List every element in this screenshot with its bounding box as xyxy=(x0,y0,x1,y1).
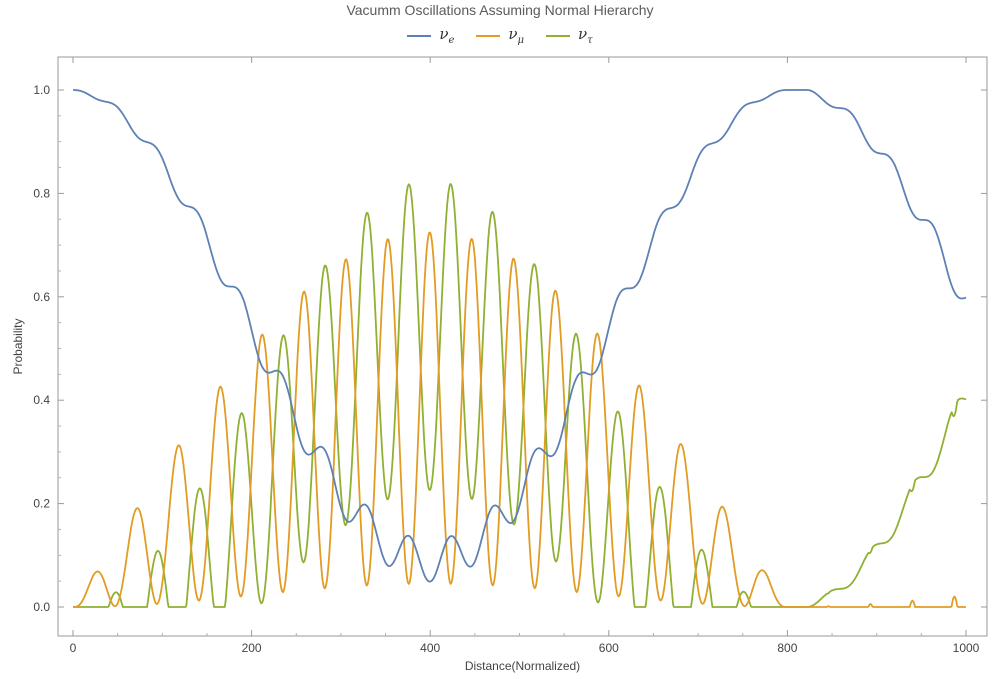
x-tick-label: 800 xyxy=(777,641,797,655)
legend-item-nu-tau[interactable]: ντ xyxy=(546,25,593,46)
legend-item-nu-e[interactable]: νe xyxy=(407,25,454,46)
series-line-nu-tau xyxy=(73,183,967,608)
x-tick-label: 600 xyxy=(599,641,619,655)
x-tick-label: 0 xyxy=(70,641,77,655)
series-line-nu-mu xyxy=(73,231,966,608)
y-tick-label: 0.0 xyxy=(33,600,50,614)
x-tick-label: 400 xyxy=(420,641,440,655)
legend-label-nu-mu: νμ xyxy=(508,25,524,46)
legend-swatch-nu-tau xyxy=(546,34,570,37)
legend-label-nu-tau: ντ xyxy=(578,25,593,46)
y-axis-label: Probability xyxy=(11,318,25,374)
x-tick-label: 200 xyxy=(242,641,262,655)
legend-label-nu-e: νe xyxy=(439,25,455,46)
y-tick-label: 0.2 xyxy=(33,497,50,511)
series-line-nu-e xyxy=(73,89,967,583)
y-tick-label: 0.4 xyxy=(33,393,50,407)
legend-item-nu-mu[interactable]: νμ xyxy=(476,25,524,46)
y-tick-label: 0.8 xyxy=(33,186,50,200)
legend-swatch-nu-mu xyxy=(476,34,501,37)
x-axis-label: Distance(Normalized) xyxy=(465,659,580,673)
y-tick-label: 1.0 xyxy=(33,83,50,97)
x-tick-label: 1000 xyxy=(953,641,980,655)
legend: νe νμ ντ xyxy=(0,25,1000,46)
chart-title: Vacumm Oscillations Assuming Normal Hier… xyxy=(346,2,654,18)
plot-frame xyxy=(57,56,988,637)
legend-swatch-nu-e xyxy=(407,34,432,37)
y-tick-label: 0.6 xyxy=(33,290,50,304)
